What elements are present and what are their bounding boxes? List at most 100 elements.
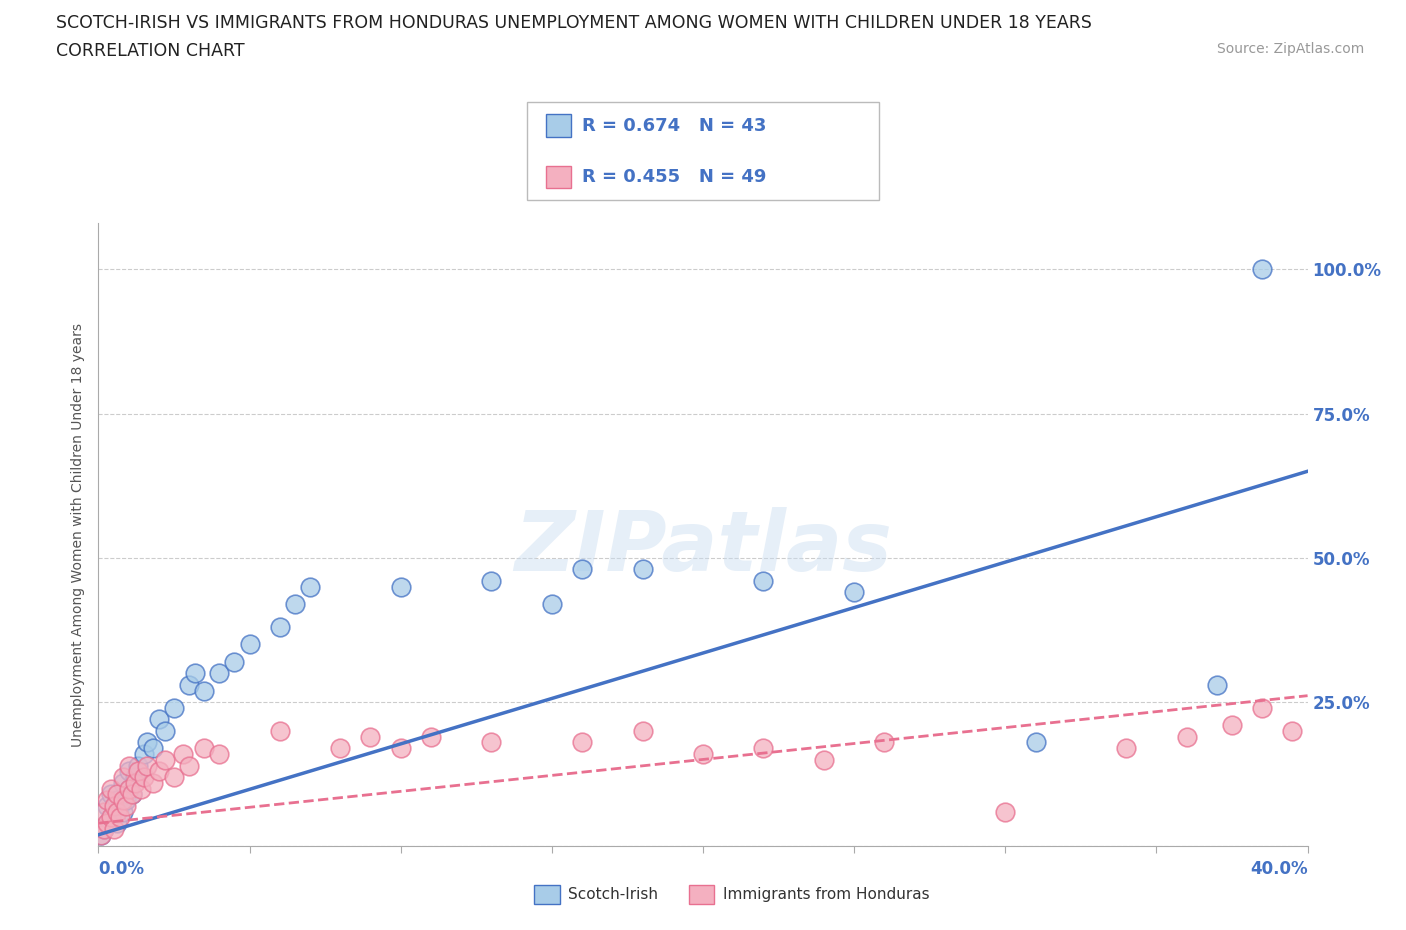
- Point: [135, 735, 157, 750]
- Point: [193, 684, 215, 698]
- Point: [114, 799, 136, 814]
- Point: [1175, 729, 1198, 744]
- Point: [163, 700, 186, 715]
- Point: [127, 764, 149, 778]
- Point: [132, 747, 155, 762]
- Text: ZIPatlas: ZIPatlas: [515, 507, 891, 588]
- Point: [239, 637, 262, 652]
- Point: [148, 712, 170, 727]
- Point: [179, 758, 201, 773]
- Point: [873, 735, 896, 750]
- Point: [752, 741, 775, 756]
- Point: [284, 596, 307, 611]
- Point: [118, 764, 141, 778]
- Point: [752, 574, 775, 589]
- Point: [813, 752, 835, 767]
- Point: [269, 724, 291, 738]
- Point: [179, 677, 201, 692]
- Point: [96, 792, 118, 807]
- Point: [100, 810, 122, 825]
- Point: [105, 804, 128, 819]
- Text: 0.0%: 0.0%: [98, 860, 145, 878]
- Point: [1251, 262, 1274, 277]
- Point: [481, 735, 503, 750]
- Point: [124, 776, 146, 790]
- Point: [93, 804, 115, 819]
- Point: [118, 758, 141, 773]
- Point: [121, 787, 143, 802]
- Point: [135, 758, 157, 773]
- Point: [118, 781, 141, 796]
- Point: [844, 585, 866, 600]
- Point: [184, 666, 207, 681]
- Text: R = 0.455   N = 49: R = 0.455 N = 49: [582, 167, 766, 186]
- Point: [631, 562, 654, 577]
- Point: [100, 787, 122, 802]
- Point: [1206, 677, 1229, 692]
- Point: [389, 741, 412, 756]
- Point: [208, 666, 231, 681]
- Point: [269, 619, 291, 634]
- Point: [1220, 718, 1243, 733]
- Point: [153, 752, 176, 767]
- Point: [108, 799, 131, 814]
- Text: R = 0.674   N = 43: R = 0.674 N = 43: [582, 116, 766, 135]
- Point: [108, 810, 131, 825]
- Point: [1281, 724, 1303, 738]
- Point: [105, 816, 128, 830]
- Point: [389, 579, 412, 594]
- Point: [571, 562, 593, 577]
- Point: [124, 770, 146, 785]
- Point: [103, 821, 125, 836]
- Point: [132, 770, 155, 785]
- Point: [127, 758, 149, 773]
- Point: [114, 792, 136, 807]
- Text: CORRELATION CHART: CORRELATION CHART: [56, 42, 245, 60]
- Point: [142, 741, 165, 756]
- Text: 40.0%: 40.0%: [1250, 860, 1308, 878]
- Point: [163, 770, 186, 785]
- Text: SCOTCH-IRISH VS IMMIGRANTS FROM HONDURAS UNEMPLOYMENT AMONG WOMEN WITH CHILDREN : SCOTCH-IRISH VS IMMIGRANTS FROM HONDURAS…: [56, 14, 1092, 32]
- Point: [129, 781, 152, 796]
- Point: [1251, 700, 1274, 715]
- Point: [96, 799, 118, 814]
- Point: [692, 747, 714, 762]
- Point: [121, 787, 143, 802]
- Point: [1024, 735, 1046, 750]
- Point: [103, 804, 125, 819]
- Point: [420, 729, 443, 744]
- Point: [142, 776, 165, 790]
- Point: [153, 724, 176, 738]
- Point: [93, 821, 115, 836]
- Point: [103, 799, 125, 814]
- Point: [224, 654, 246, 669]
- Text: Immigrants from Honduras: Immigrants from Honduras: [723, 887, 929, 902]
- Point: [148, 764, 170, 778]
- Point: [118, 781, 141, 796]
- Point: [571, 735, 593, 750]
- Point: [481, 574, 503, 589]
- Point: [111, 770, 134, 785]
- Y-axis label: Unemployment Among Women with Children Under 18 years: Unemployment Among Women with Children U…: [72, 323, 86, 747]
- Point: [540, 596, 562, 611]
- Point: [90, 828, 112, 843]
- Point: [172, 747, 194, 762]
- Point: [93, 821, 115, 836]
- Point: [299, 579, 322, 594]
- Point: [100, 810, 122, 825]
- Point: [90, 828, 112, 843]
- Point: [111, 792, 134, 807]
- Point: [96, 816, 118, 830]
- Point: [111, 776, 134, 790]
- Point: [631, 724, 654, 738]
- Point: [1115, 741, 1137, 756]
- Point: [994, 804, 1017, 819]
- Point: [105, 792, 128, 807]
- Point: [96, 816, 118, 830]
- Point: [329, 741, 352, 756]
- Point: [105, 787, 128, 802]
- Text: Scotch-Irish: Scotch-Irish: [568, 887, 658, 902]
- Point: [193, 741, 215, 756]
- Point: [111, 804, 134, 819]
- Text: Source: ZipAtlas.com: Source: ZipAtlas.com: [1216, 42, 1364, 56]
